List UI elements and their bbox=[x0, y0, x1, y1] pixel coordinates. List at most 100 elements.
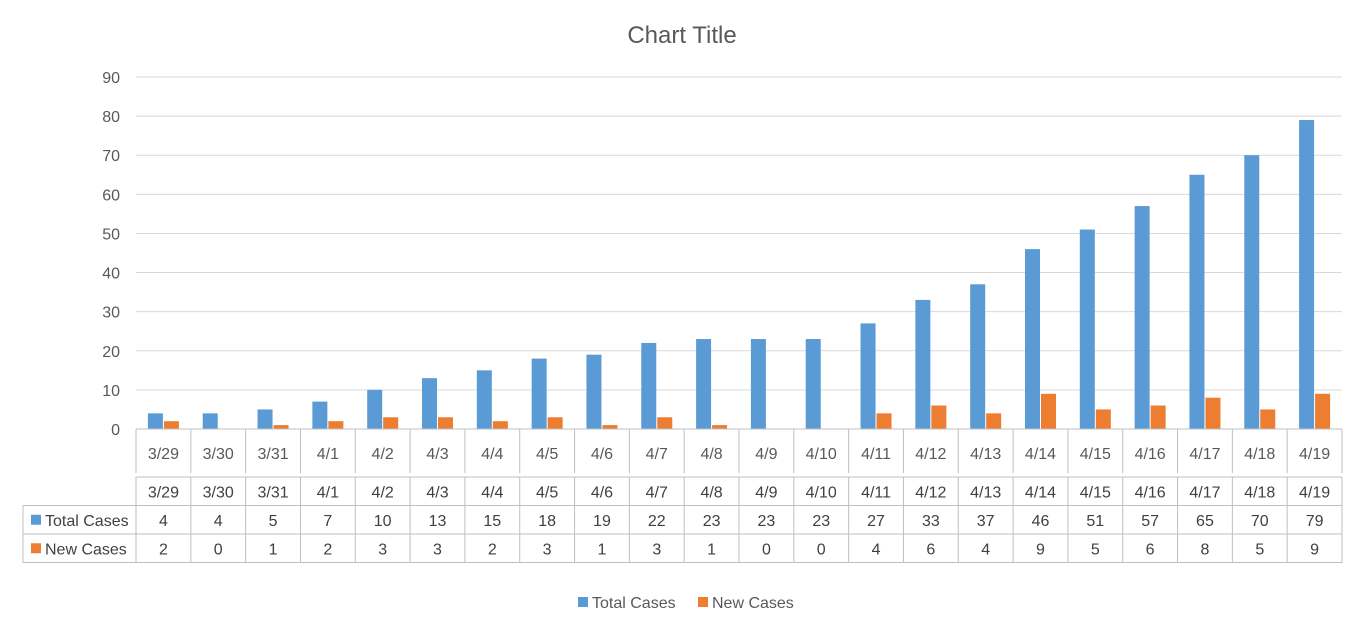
table-value-cell: 0 bbox=[762, 541, 771, 558]
table-header-cell: 4/6 bbox=[591, 484, 613, 501]
bar-total-cases bbox=[641, 342, 657, 429]
x-tick-label: 3/29 bbox=[148, 446, 179, 463]
x-axis: 3/29 3/30 3/31 4/1 4/2 4/3 4/4 4/5 4/6 4/7 4/8 4/9 4… bbox=[135, 428, 1343, 473]
bar-total-cases bbox=[1134, 206, 1150, 429]
y-tick-label: 50 bbox=[102, 226, 120, 243]
table-value-cell: 3 bbox=[543, 541, 552, 558]
bar-total-cases bbox=[1299, 120, 1315, 430]
gridlines bbox=[136, 76, 1342, 430]
bar-new-cases bbox=[657, 417, 673, 429]
x-tick-label: 3/30 bbox=[203, 446, 234, 463]
table-value-cell: 57 bbox=[1141, 513, 1159, 530]
table-value-cell: 19 bbox=[593, 513, 611, 530]
x-tick-label: 4/13 bbox=[970, 446, 1001, 463]
bar-total-cases bbox=[257, 409, 273, 429]
y-tick-label: 40 bbox=[102, 266, 120, 283]
bar-total-cases bbox=[1244, 155, 1260, 429]
table-value-cell: 1 bbox=[269, 541, 278, 558]
table-value-cell: 23 bbox=[758, 513, 776, 530]
bar-new-cases bbox=[712, 425, 728, 429]
table-value-cell: 4 bbox=[981, 541, 990, 558]
table-value-cell: 1 bbox=[707, 541, 716, 558]
table-value-cell: 4 bbox=[159, 513, 168, 530]
table-header-cell: 4/8 bbox=[700, 484, 722, 501]
table-value-cell: 79 bbox=[1306, 513, 1324, 530]
table-header-cell: 4/15 bbox=[1080, 484, 1111, 501]
table-value-cell: 13 bbox=[429, 513, 447, 530]
x-tick-label: 4/2 bbox=[372, 446, 394, 463]
table-value-cell: 3 bbox=[433, 541, 442, 558]
bar-total-cases bbox=[312, 401, 328, 429]
table-value-cell: 9 bbox=[1036, 541, 1045, 558]
bar-new-cases bbox=[1041, 393, 1056, 429]
bar-new-cases bbox=[931, 405, 947, 429]
bar-total-cases bbox=[1079, 229, 1095, 429]
table-value-cell: 10 bbox=[374, 513, 392, 530]
y-tick-label: 20 bbox=[102, 344, 120, 361]
data-table: 3/29 3/30 3/31 4/1 4/2 4/3 4/4 4/5 4/6 4/7 4/8 4/9 4… bbox=[22, 476, 1343, 563]
table-header-cell: 4/19 bbox=[1299, 484, 1330, 501]
y-tick-label: 60 bbox=[102, 187, 120, 204]
table-value-cell: 2 bbox=[323, 541, 332, 558]
table-value-cell: 23 bbox=[703, 513, 721, 530]
bar-new-cases bbox=[1260, 409, 1276, 429]
legend-label: Total Cases bbox=[592, 595, 676, 612]
x-tick-label: 4/17 bbox=[1189, 446, 1220, 463]
table-series-key bbox=[31, 543, 41, 554]
table-value-cell: 46 bbox=[1032, 513, 1050, 530]
y-tick-label: 10 bbox=[102, 383, 120, 400]
bars bbox=[147, 120, 1331, 430]
x-tick-label: 4/16 bbox=[1135, 446, 1166, 463]
bar-new-cases bbox=[1315, 393, 1331, 429]
table-value-cell: 4 bbox=[872, 541, 881, 558]
bar-new-cases bbox=[986, 413, 1002, 429]
y-tick-label: 70 bbox=[102, 148, 120, 165]
bar-total-cases bbox=[970, 284, 986, 429]
y-tick-label: 0 bbox=[111, 422, 120, 439]
x-tick-label: 4/3 bbox=[426, 446, 448, 463]
table-value-cell: 51 bbox=[1086, 513, 1104, 530]
table-series-key bbox=[31, 514, 41, 525]
table-header-cell: 3/30 bbox=[203, 484, 234, 501]
legend-key bbox=[578, 597, 588, 607]
table-value-cell: 6 bbox=[926, 541, 935, 558]
table-value-cell: 15 bbox=[483, 513, 501, 530]
x-tick-label: 4/6 bbox=[591, 446, 613, 463]
bar-total-cases bbox=[1189, 174, 1205, 429]
table-value-cell: 2 bbox=[159, 541, 168, 558]
table-value-cell: 1 bbox=[598, 541, 607, 558]
bar-total-cases bbox=[1025, 249, 1040, 429]
bar-new-cases bbox=[492, 421, 508, 429]
bar-new-cases bbox=[1205, 397, 1221, 429]
x-tick-label: 4/15 bbox=[1080, 446, 1111, 463]
x-tick-label: 4/11 bbox=[861, 446, 891, 463]
table-header-cell: 4/4 bbox=[481, 484, 503, 501]
table-header-cell: 4/12 bbox=[915, 484, 946, 501]
table-header-cell: 4/13 bbox=[970, 484, 1001, 501]
bar-new-cases bbox=[383, 417, 399, 429]
legend-key bbox=[698, 597, 708, 607]
bar-new-cases bbox=[1150, 405, 1166, 429]
table-series-label: Total Cases bbox=[45, 513, 129, 530]
table-series-label: New Cases bbox=[45, 541, 127, 558]
table-header-cell: 4/3 bbox=[426, 484, 448, 501]
bar-total-cases bbox=[147, 413, 163, 429]
bar-new-cases bbox=[602, 425, 618, 429]
bar-new-cases bbox=[1095, 409, 1111, 429]
x-tick-label: 4/4 bbox=[481, 446, 503, 463]
table-header-cell: 4/7 bbox=[646, 484, 668, 501]
x-tick-label: 4/5 bbox=[536, 446, 558, 463]
bar-total-cases bbox=[422, 378, 437, 429]
legend-label: New Cases bbox=[712, 595, 794, 612]
table-value-cell: 70 bbox=[1251, 513, 1269, 530]
x-tick-label: 4/12 bbox=[915, 446, 946, 463]
x-tick-label: 4/8 bbox=[700, 446, 722, 463]
bar-new-cases bbox=[273, 425, 289, 429]
table-value-cell: 9 bbox=[1310, 541, 1319, 558]
table-value-cell: 5 bbox=[1091, 541, 1100, 558]
x-tick-label: 4/19 bbox=[1299, 446, 1330, 463]
table-value-cell: 27 bbox=[867, 513, 885, 530]
table-value-cell: 5 bbox=[269, 513, 278, 530]
table-value-cell: 7 bbox=[323, 513, 332, 530]
